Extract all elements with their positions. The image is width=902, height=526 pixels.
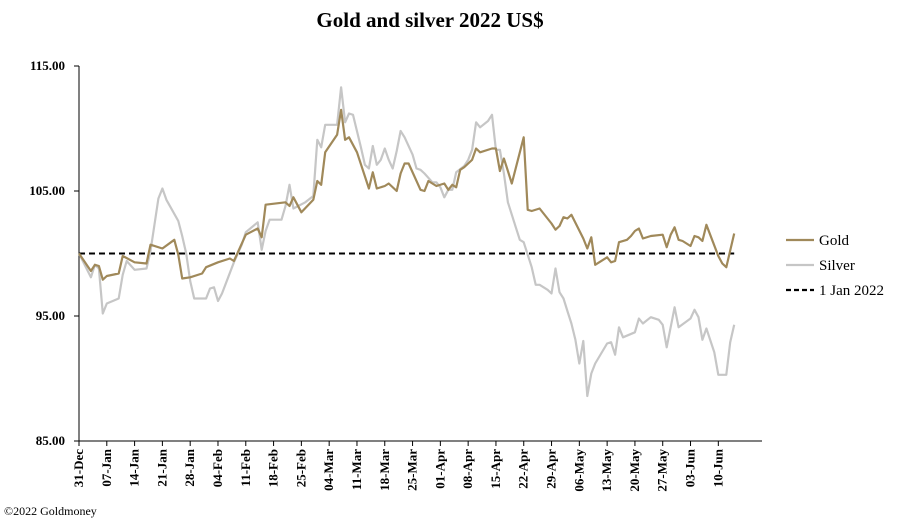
legend-label: 1 Jan 2022 — [819, 283, 884, 299]
x-tick-label: 04-Mar — [321, 449, 336, 491]
x-tick-label: 01-Apr — [432, 449, 447, 489]
x-tick-label: 27-May — [655, 449, 670, 492]
series-layer — [78, 86, 736, 398]
x-axis: 31-Dec 07-Jan 14-Jan 21-Jan 28-Jan 04-Feb 11-F… — [71, 440, 762, 492]
x-tick-label: 08-Apr — [460, 449, 475, 489]
x-tick-label: 07-Jan — [99, 448, 114, 486]
y-tick-label: 115.00 — [30, 58, 65, 73]
x-tick-label: 18-Mar — [377, 449, 392, 491]
chart-title: Gold and silver 2022 US$ — [316, 8, 543, 32]
x-tick-label: 15-Apr — [488, 449, 503, 489]
legend-label: Silver — [819, 258, 855, 274]
x-tick-label: 11-Feb — [238, 449, 253, 487]
y-tick-label: 105.00 — [29, 183, 65, 198]
legend: Gold Silver 1 Jan 2022 — [786, 233, 884, 299]
x-tick-label: 25-Mar — [405, 449, 420, 491]
copyright-text: ©2022 Goldmoney — [4, 504, 97, 518]
x-tick-label: 11-Mar — [349, 449, 364, 490]
y-tick-label: 95.00 — [36, 308, 65, 323]
x-tick-label: 31-Dec — [71, 449, 86, 487]
legend-label: Gold — [819, 233, 850, 249]
x-tick-label: 18-Feb — [266, 449, 281, 487]
y-axis: 85.00 95.00 105.00 115.00 — [29, 58, 80, 448]
x-tick-label: 03-Jun — [683, 448, 698, 487]
y-tick-label: 85.00 — [36, 433, 65, 448]
x-tick-label: 25-Feb — [293, 449, 308, 487]
series-line-silver — [78, 86, 736, 398]
x-tick-label: 14-Jan — [127, 448, 142, 486]
x-tick-label: 10-Jun — [710, 448, 725, 487]
x-tick-label: 28-Jan — [182, 448, 197, 486]
x-tick-label: 04-Feb — [210, 449, 225, 487]
x-tick-label: 13-May — [599, 449, 614, 492]
x-tick-label: 21-Jan — [154, 448, 169, 486]
series-line-gold — [78, 108, 736, 281]
x-tick-label: 20-May — [627, 449, 642, 492]
x-tick-label: 06-May — [571, 449, 586, 492]
x-tick-label: 22-Apr — [516, 449, 531, 489]
x-tick-label: 29-Apr — [544, 449, 559, 489]
